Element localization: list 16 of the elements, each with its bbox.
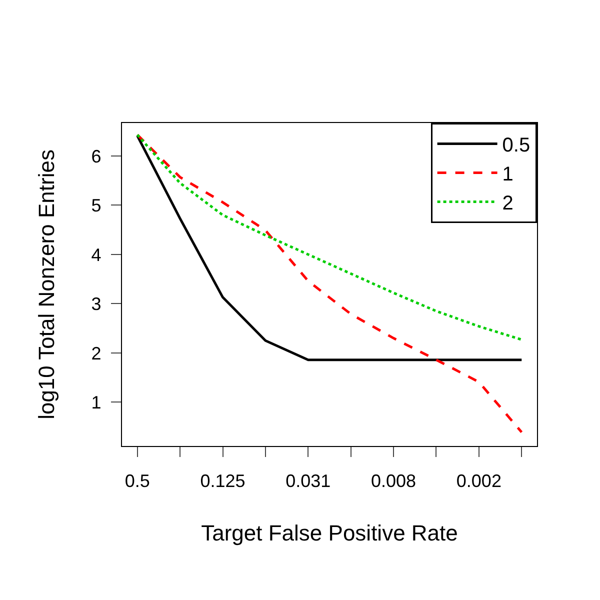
y-tick-label: 1 (91, 392, 102, 412)
x-tick-label: 0.008 (371, 470, 416, 491)
y-axis-title: log10 Total Nonzero Entries (34, 150, 60, 420)
x-tick-label: 0.5 (124, 470, 150, 491)
x-tick-label: 0.031 (286, 470, 331, 491)
legend-label: 1 (502, 164, 514, 186)
x-axis-title: Target False Positive Rate (201, 520, 458, 546)
x-tick-label: 0.125 (200, 470, 246, 491)
x-tick-label: 0.002 (456, 470, 502, 491)
y-tick-label: 6 (91, 146, 102, 166)
y-tick-label: 2 (91, 343, 102, 364)
legend-label: 0.5 (502, 134, 530, 157)
y-tick-label: 3 (91, 294, 102, 314)
legend-label: 2 (502, 192, 514, 215)
y-tick-label: 4 (91, 244, 102, 265)
y-tick-label: 5 (91, 196, 102, 216)
